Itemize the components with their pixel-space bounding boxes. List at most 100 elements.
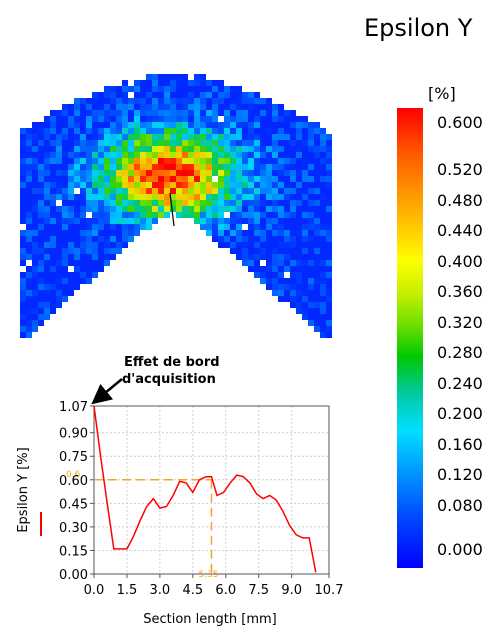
strain-map-cell — [296, 242, 302, 248]
strain-map-cell — [116, 164, 122, 170]
strain-map-cell — [272, 236, 278, 242]
strain-map-cell — [326, 206, 332, 212]
strain-map-cell — [224, 116, 230, 122]
strain-map-cell — [206, 86, 212, 92]
strain-map-cell — [314, 152, 320, 158]
strain-map-cell — [164, 170, 170, 176]
strain-map-cell — [320, 260, 326, 266]
strain-map-cell — [152, 134, 158, 140]
strain-map-cell — [260, 206, 266, 212]
strain-map-cell — [200, 212, 206, 218]
strain-map-cell — [218, 206, 224, 212]
strain-map-cell — [116, 176, 122, 182]
strain-map-cell — [290, 284, 296, 290]
strain-map-cell — [38, 128, 44, 134]
strain-map-cell — [260, 194, 266, 200]
strain-map-cell — [110, 134, 116, 140]
strain-map-cell — [146, 218, 152, 224]
strain-map-cell — [212, 170, 218, 176]
strain-map-cell — [284, 266, 290, 272]
strain-map-cell — [176, 116, 182, 122]
strain-map-cell — [260, 200, 266, 206]
strain-map-cell — [92, 260, 98, 266]
strain-map-cell — [62, 128, 68, 134]
strain-map-cell — [254, 248, 260, 254]
strain-map-cell — [62, 284, 68, 290]
strain-map-cell — [62, 278, 68, 284]
strain-map-cell — [50, 218, 56, 224]
strain-map-cell — [242, 98, 248, 104]
strain-map-cell — [200, 134, 206, 140]
strain-map-cell — [104, 104, 110, 110]
strain-map-cell — [164, 152, 170, 158]
strain-map-cell — [32, 170, 38, 176]
strain-map-cell — [104, 242, 110, 248]
strain-map-cell — [314, 254, 320, 260]
strain-map-cell — [86, 200, 92, 206]
strain-map-cell — [320, 224, 326, 230]
strain-map-cell — [248, 248, 254, 254]
strain-map-cell — [242, 158, 248, 164]
strain-map-cell — [272, 248, 278, 254]
strain-map-cell — [26, 128, 32, 134]
strain-map-cell — [188, 140, 194, 146]
strain-map-cell — [218, 212, 224, 218]
strain-map-cell — [290, 242, 296, 248]
strain-map-cell — [134, 98, 140, 104]
strain-map-cell — [74, 104, 80, 110]
strain-map-cell — [224, 86, 230, 92]
strain-map-cell — [266, 248, 272, 254]
strain-map-cell — [272, 182, 278, 188]
strain-map-cell — [308, 188, 314, 194]
strain-map-cell — [116, 104, 122, 110]
strain-map-cell — [140, 146, 146, 152]
strain-map-cell — [302, 224, 308, 230]
strain-map-cell — [308, 278, 314, 284]
strain-map-cell — [326, 248, 332, 254]
strain-map-cell — [320, 284, 326, 290]
strain-map-cell — [20, 218, 26, 224]
x-tick-label: 3.0 — [150, 583, 171, 598]
strain-map-cell — [110, 176, 116, 182]
strain-map-cell — [146, 98, 152, 104]
strain-map-cell — [188, 92, 194, 98]
strain-map-cell — [68, 140, 74, 146]
strain-map-cell — [128, 176, 134, 182]
strain-map-cell — [260, 140, 266, 146]
strain-map-cell — [230, 230, 236, 236]
strain-map-cell — [146, 134, 152, 140]
strain-map-cell — [302, 302, 308, 308]
strain-map-cell — [314, 212, 320, 218]
strain-map-cell — [128, 164, 134, 170]
strain-map-cell — [200, 98, 206, 104]
strain-map-cell — [122, 236, 128, 242]
strain-map-cell — [176, 194, 182, 200]
strain-map-cell — [68, 272, 74, 278]
strain-map-cell — [314, 194, 320, 200]
colorbar-tick: 0.400 — [437, 252, 483, 271]
strain-map-cell — [62, 116, 68, 122]
strain-map-cell — [182, 74, 188, 80]
strain-map-cell — [122, 242, 128, 248]
x-tick-label: 6.0 — [215, 583, 236, 598]
strain-map-cell — [224, 158, 230, 164]
strain-map-cell — [290, 182, 296, 188]
strain-map-cell — [230, 122, 236, 128]
strain-map-cell — [206, 104, 212, 110]
strain-map-cell — [224, 200, 230, 206]
colorbar-tick: 0.240 — [437, 374, 483, 393]
strain-map-cell — [212, 182, 218, 188]
strain-map-cell — [206, 140, 212, 146]
strain-map-cell — [50, 128, 56, 134]
strain-map-cell — [80, 98, 86, 104]
strain-map-cell — [296, 248, 302, 254]
strain-map-cell — [290, 194, 296, 200]
strain-map-cell — [284, 188, 290, 194]
strain-map-cell — [200, 92, 206, 98]
strain-map-cell — [44, 152, 50, 158]
strain-map-cell — [326, 164, 332, 170]
strain-map-cell — [62, 146, 68, 152]
strain-map-cell — [200, 104, 206, 110]
strain-map-cell — [104, 224, 110, 230]
strain-map-cell — [50, 308, 56, 314]
